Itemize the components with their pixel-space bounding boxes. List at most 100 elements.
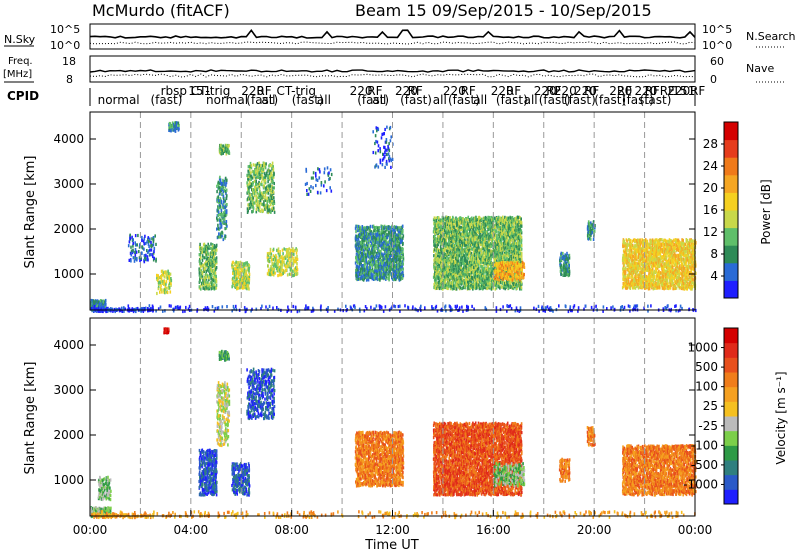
data-cell — [158, 282, 160, 287]
data-cell — [205, 263, 208, 267]
data-cell — [446, 242, 449, 246]
data-cell — [396, 253, 398, 258]
data-cell — [127, 244, 130, 248]
data-cell — [232, 276, 234, 280]
data-cell — [456, 231, 458, 235]
data-cell — [243, 267, 246, 271]
data-cell — [169, 127, 171, 131]
data-cell — [484, 225, 487, 229]
data-cell — [252, 209, 254, 213]
data-cell — [205, 275, 208, 280]
data-cell — [386, 125, 388, 129]
data-cell — [438, 221, 441, 225]
data-cell — [312, 171, 315, 175]
data-cell — [437, 224, 440, 228]
data-cell — [451, 248, 454, 253]
data-cell — [441, 265, 443, 269]
data-cell — [447, 262, 450, 266]
data-cell — [486, 277, 488, 281]
data-cell — [212, 282, 214, 286]
data-cell — [236, 282, 238, 287]
data-cell — [436, 224, 438, 228]
data-cell — [463, 263, 465, 267]
data-cell — [385, 269, 388, 273]
data-cell — [371, 277, 374, 281]
data-cell — [452, 258, 454, 262]
data-cell — [445, 271, 448, 275]
data-cell — [256, 191, 259, 195]
data-cell — [377, 144, 380, 148]
data-cell — [220, 208, 223, 212]
data-cell — [450, 236, 452, 240]
data-cell — [286, 273, 289, 277]
data-cell — [98, 304, 100, 308]
data-cell — [134, 241, 136, 245]
data-cell — [203, 269, 205, 273]
data-cell — [376, 129, 378, 133]
cpid-text: RF — [645, 84, 660, 98]
data-cell — [450, 223, 453, 227]
data-cell — [365, 272, 367, 277]
data-cell — [458, 275, 460, 279]
data-cell — [444, 281, 446, 285]
data-cell — [244, 262, 246, 266]
data-cell — [374, 243, 376, 247]
data-cell — [485, 217, 487, 221]
data-cell — [258, 180, 260, 184]
data-cell — [290, 267, 293, 272]
data-cell — [318, 168, 321, 172]
data-cell — [222, 146, 225, 150]
data-cell — [487, 281, 490, 285]
data-cell — [374, 273, 377, 277]
data-cell — [437, 277, 440, 281]
data-cell — [468, 268, 470, 272]
data-cell — [372, 260, 374, 264]
data-cell — [480, 225, 482, 229]
data-cell — [465, 272, 467, 276]
data-cell — [277, 249, 279, 253]
data-cell — [268, 184, 270, 188]
data-cell — [468, 244, 470, 248]
data-cell — [368, 232, 370, 236]
data-cell — [236, 271, 239, 275]
data-cell — [249, 165, 252, 169]
data-cell — [481, 226, 483, 230]
data-cell — [271, 173, 273, 177]
data-cell — [476, 243, 479, 247]
data-cell — [461, 237, 463, 241]
data-cell — [485, 245, 488, 249]
data-cell — [129, 251, 132, 255]
data-cell — [402, 241, 404, 246]
data-cell — [175, 121, 177, 125]
data-cell — [452, 269, 455, 273]
data-cell — [271, 196, 274, 201]
data-cell — [263, 164, 266, 168]
data-cell — [472, 259, 475, 263]
data-cell — [481, 242, 484, 246]
data-cell — [394, 228, 396, 232]
data-cell — [378, 253, 380, 257]
data-cell — [271, 184, 273, 188]
data-cell — [473, 230, 476, 234]
data-cell — [441, 273, 443, 277]
data-cell — [468, 232, 471, 236]
data-cell — [271, 199, 274, 203]
data-cell — [224, 181, 226, 185]
data-cell — [263, 184, 265, 188]
data-cell — [391, 247, 393, 251]
data-cell — [402, 252, 404, 257]
data-cell — [258, 208, 260, 213]
data-cell — [247, 175, 250, 179]
cpid-text: 220 — [443, 84, 466, 98]
data-cell — [365, 256, 368, 261]
data-cell — [170, 281, 172, 285]
data-cell — [382, 236, 384, 240]
data-cell — [355, 272, 357, 276]
data-cell — [228, 144, 230, 148]
data-cell — [205, 272, 207, 276]
data-cell — [235, 260, 237, 264]
data-cell — [175, 124, 177, 128]
data-cell — [461, 219, 463, 223]
data-cell — [392, 274, 395, 278]
data-cell — [245, 272, 248, 276]
